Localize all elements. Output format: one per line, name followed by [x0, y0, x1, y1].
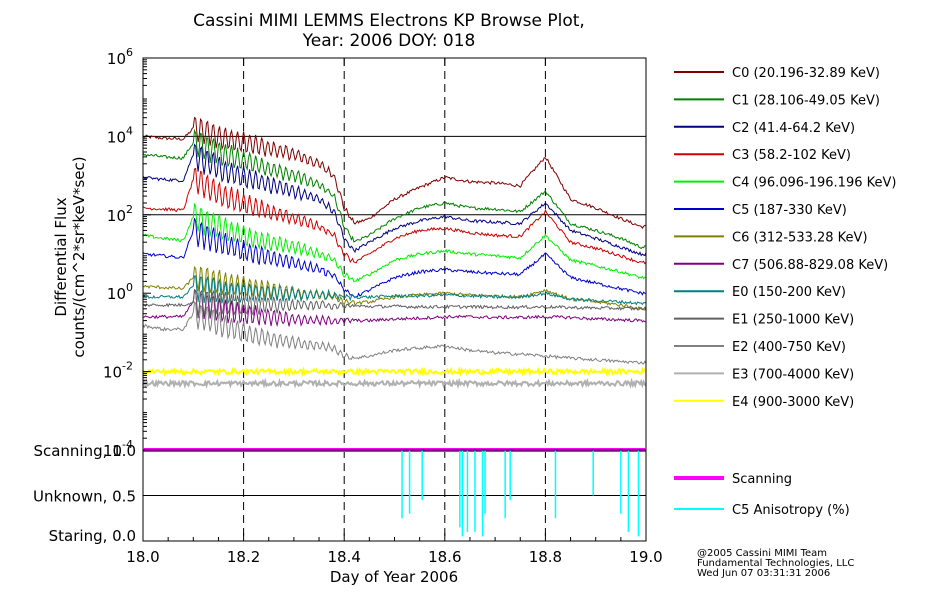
legend-label-0: C0 (20.196-32.89 KeV)	[732, 66, 880, 81]
footer-line-2: Fundamental Technologies, LLC	[697, 558, 854, 569]
series-line-e4	[142, 365, 647, 378]
main-plot-grid	[143, 58, 646, 450]
series-line-c7	[142, 288, 647, 328]
y-tick-label-2: 100	[107, 281, 133, 303]
main-y-ticks: 10-4 10-2 100 102 104 106	[103, 46, 151, 460]
legend-label-5: C5 (187-330 KeV)	[732, 203, 847, 218]
status-legend-label-0: Scanning	[732, 472, 792, 487]
y-tick-label-1: 10-2	[103, 360, 133, 382]
status-legend: Scanning C5 Anisotropy (%)	[674, 472, 850, 518]
series-line-c0	[142, 116, 647, 229]
series-line-c1	[142, 128, 647, 250]
series-line-c6	[142, 266, 647, 311]
x-axis-ticks: 18.0 18.2 18.4 18.6 18.8 19.0	[126, 58, 663, 566]
main-plot-frame	[142, 57, 647, 451]
legend-label-7: C7 (506.88-829.08 KeV)	[732, 258, 888, 273]
y-tick-label-3: 102	[107, 203, 133, 225]
y-tick-label-0: 10-4	[103, 438, 133, 460]
chart-title-line1: Cassini MIMI LEMMS Electrons KP Browse P…	[193, 11, 585, 31]
x-tick-label-2: 18.4	[327, 548, 360, 566]
series-line-e3	[142, 377, 647, 390]
series-line-c2	[142, 143, 647, 257]
status-y-tick-label-1: Unknown, 0.5	[33, 488, 136, 506]
x-tick-label-0: 18.0	[126, 548, 159, 566]
status-legend-label-1: C5 Anisotropy (%)	[732, 503, 850, 518]
footer-line-3: Wed Jun 07 03:31:31 2006	[697, 568, 830, 579]
x-tick-label-4: 18.8	[529, 548, 562, 566]
y-axis-label-line1: Differential Flux	[52, 197, 70, 316]
x-tick-label-1: 18.2	[227, 548, 260, 566]
legend-label-11: E3 (700-4000 KeV)	[732, 367, 854, 382]
legend-label-2: C2 (41.4-64.2 KeV)	[732, 121, 855, 136]
status-y-tick-label-2: Staring, 0.0	[49, 527, 136, 545]
x-tick-label-3: 18.6	[428, 548, 461, 566]
legend-label-8: E0 (150-200 KeV)	[732, 285, 846, 300]
series-line-e1	[142, 289, 647, 317]
x-tick-label-5: 19.0	[629, 548, 662, 566]
legend-label-10: E2 (400-750 KeV)	[732, 340, 846, 355]
y-axis-label-line2: counts/(cm^2*sr*keV*sec)	[70, 156, 88, 357]
series-line-c5	[142, 218, 647, 299]
status-y-tick-label-0: Scanning, 1.0	[33, 442, 136, 460]
series-line-c3	[142, 167, 647, 265]
status-plot-grid	[143, 450, 646, 541]
status-y-ticks: Scanning, 1.0 Unknown, 0.5 Staring, 0.0	[33, 442, 151, 545]
series-line-e0	[142, 275, 647, 306]
y-tick-label-4: 104	[107, 124, 133, 146]
series-line-e2	[142, 301, 647, 365]
legend-label-6: C6 (312-533.28 KeV)	[732, 230, 868, 245]
main-plot-series	[142, 116, 647, 390]
chart-title-line2: Year: 2006 DOY: 018	[302, 31, 476, 51]
legend-label-12: E4 (900-3000 KeV)	[732, 395, 854, 410]
y-tick-label-5: 106	[107, 46, 133, 68]
footer-line-1: @2005 Cassini MIMI Team	[697, 548, 827, 559]
legend-label-3: C3 (58.2-102 KeV)	[732, 148, 851, 163]
legend-label-9: E1 (250-1000 KeV)	[732, 313, 854, 328]
series-line-c4	[142, 202, 647, 283]
legend-label-4: C4 (96.096-196.196 KeV)	[732, 176, 896, 191]
main-legend: C0 (20.196-32.89 KeV) C1 (28.106-49.05 Ke…	[674, 66, 896, 410]
legend-label-1: C1 (28.106-49.05 KeV)	[732, 93, 880, 108]
x-axis-label: Day of Year 2006	[330, 568, 458, 586]
status-plot-series	[143, 448, 646, 537]
